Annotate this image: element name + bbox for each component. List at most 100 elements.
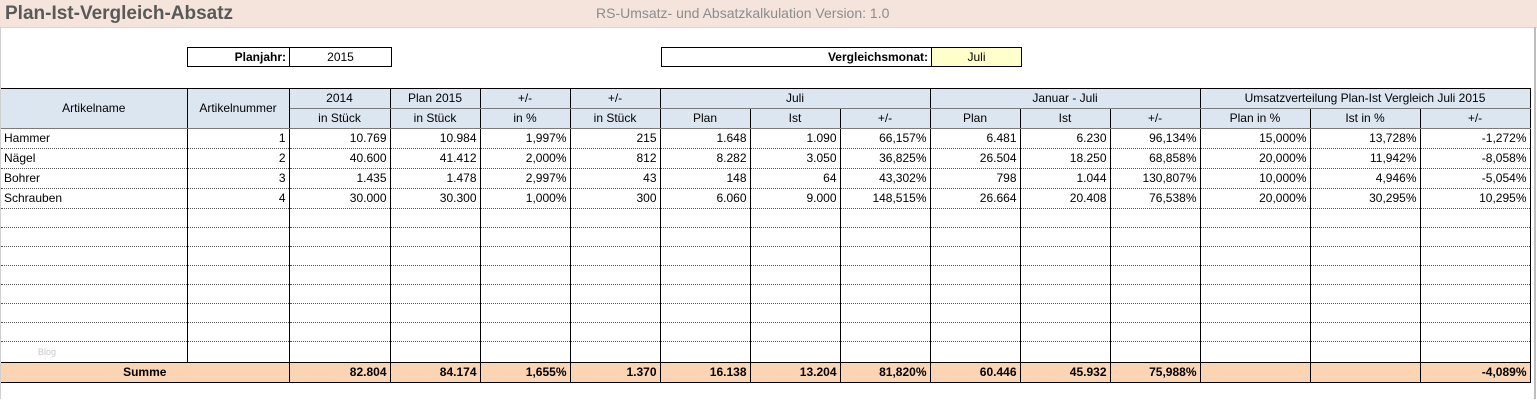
cell-artikelname[interactable]: Schrauben: [1, 188, 188, 209]
empty-cell[interactable]: [1110, 284, 1201, 304]
empty-cell[interactable]: [1200, 322, 1311, 342]
empty-cell[interactable]: [660, 284, 751, 304]
cell-artikelname[interactable]: Bohrer: [1, 168, 188, 189]
empty-cell[interactable]: [1420, 265, 1531, 285]
empty-cell[interactable]: [1110, 246, 1201, 266]
cell-col-jj-diff[interactable]: 76,538%: [1110, 188, 1201, 209]
empty-cell[interactable]: [840, 227, 931, 247]
cell-col-jj-ist[interactable]: 20.408: [1020, 188, 1111, 209]
empty-cell[interactable]: [1420, 341, 1531, 363]
cell-col-juli-plan[interactable]: 6.060: [660, 188, 751, 209]
empty-cell[interactable]: [480, 341, 571, 363]
sum-cell-col-jj-diff[interactable]: 75,988%: [1110, 362, 1201, 383]
empty-cell[interactable]: [1200, 227, 1311, 247]
cell-col-diff-stueck[interactable]: 215: [570, 128, 661, 149]
empty-cell[interactable]: [660, 208, 751, 228]
empty-cell[interactable]: [1, 284, 188, 304]
empty-cell[interactable]: [1, 208, 188, 228]
empty-cell[interactable]: [570, 246, 661, 266]
empty-cell[interactable]: [750, 284, 841, 304]
cell-col-umsatz-plan[interactable]: 20,000%: [1200, 188, 1311, 209]
sum-cell-col-2014[interactable]: 82.804: [289, 362, 391, 383]
empty-cell[interactable]: [660, 246, 751, 266]
cell-col-juli-diff[interactable]: 36,825%: [840, 148, 931, 169]
empty-cell[interactable]: [480, 208, 571, 228]
cell-col-juli-ist[interactable]: 64: [750, 168, 841, 189]
empty-cell[interactable]: [1310, 284, 1421, 304]
cell-col-juli-ist[interactable]: 1.090: [750, 128, 841, 149]
cell-col-2014[interactable]: 10.769: [289, 128, 391, 149]
planjahr-value-cell[interactable]: 2015: [327, 50, 354, 64]
cell-col-juli-plan[interactable]: 148: [660, 168, 751, 189]
cell-col-plan-2015[interactable]: 41.412: [390, 148, 481, 169]
empty-cell[interactable]: [1310, 341, 1421, 363]
cell-col-diff-percent[interactable]: 2,000%: [480, 148, 571, 169]
cell-col-jj-ist[interactable]: 6.230: [1020, 128, 1111, 149]
empty-cell[interactable]: [1420, 208, 1531, 228]
empty-cell[interactable]: [289, 265, 391, 285]
empty-cell[interactable]: [289, 246, 391, 266]
cell-col-umsatz-diff[interactable]: -8,058%: [1420, 148, 1531, 169]
empty-cell[interactable]: [187, 341, 290, 363]
empty-cell[interactable]: [660, 303, 751, 323]
empty-cell[interactable]: [1020, 265, 1111, 285]
cell-col-jj-ist[interactable]: 1.044: [1020, 168, 1111, 189]
empty-cell[interactable]: [750, 246, 841, 266]
empty-cell[interactable]: [930, 322, 1021, 342]
empty-cell[interactable]: [187, 208, 290, 228]
cell-col-diff-percent[interactable]: 2,997%: [480, 168, 571, 189]
cell-col-jj-plan[interactable]: 798: [930, 168, 1021, 189]
empty-cell[interactable]: [930, 265, 1021, 285]
empty-cell[interactable]: [390, 303, 481, 323]
empty-cell[interactable]: [289, 341, 391, 363]
empty-cell[interactable]: [1, 303, 188, 323]
empty-cell[interactable]: [1, 322, 188, 342]
empty-cell[interactable]: [660, 265, 751, 285]
empty-cell[interactable]: [930, 208, 1021, 228]
empty-cell[interactable]: [660, 322, 751, 342]
cell-col-plan-2015[interactable]: 10.984: [390, 128, 481, 149]
cell-col-umsatz-ist[interactable]: 13,728%: [1310, 128, 1421, 149]
empty-cell[interactable]: [1110, 341, 1201, 363]
empty-cell[interactable]: [1310, 303, 1421, 323]
empty-cell[interactable]: [840, 246, 931, 266]
cell-col-juli-ist[interactable]: 9.000: [750, 188, 841, 209]
cell-col-jj-ist[interactable]: 18.250: [1020, 148, 1111, 169]
empty-cell[interactable]: [480, 322, 571, 342]
empty-cell[interactable]: [480, 227, 571, 247]
cell-col-umsatz-ist[interactable]: 11,942%: [1310, 148, 1421, 169]
empty-cell[interactable]: [480, 284, 571, 304]
empty-cell[interactable]: [750, 265, 841, 285]
empty-cell[interactable]: [1310, 265, 1421, 285]
sum-cell-col-juli-diff[interactable]: 81,820%: [840, 362, 931, 383]
empty-cell[interactable]: [1020, 227, 1111, 247]
cell-col-juli-diff[interactable]: 66,157%: [840, 128, 931, 149]
cell-col-jj-diff[interactable]: 96,134%: [1110, 128, 1201, 149]
empty-cell[interactable]: [750, 303, 841, 323]
sum-cell-col-jj-ist[interactable]: 45.932: [1020, 362, 1111, 383]
empty-cell[interactable]: [930, 303, 1021, 323]
cell-col-juli-ist[interactable]: 3.050: [750, 148, 841, 169]
cell-col-diff-percent[interactable]: 1,000%: [480, 188, 571, 209]
empty-cell[interactable]: [1200, 246, 1311, 266]
cell-col-umsatz-plan[interactable]: 20,000%: [1200, 148, 1311, 169]
sum-cell-col-juli-ist[interactable]: 13.204: [750, 362, 841, 383]
empty-cell[interactable]: [1420, 303, 1531, 323]
empty-cell[interactable]: [1200, 341, 1311, 363]
cell-col-umsatz-diff[interactable]: 10,295%: [1420, 188, 1531, 209]
empty-cell[interactable]: [570, 303, 661, 323]
vergleichsmonat-value-cell[interactable]: Juli: [932, 48, 1021, 66]
cell-artikelname[interactable]: Nägel: [1, 148, 188, 169]
empty-cell[interactable]: [660, 341, 751, 363]
empty-cell[interactable]: [1310, 246, 1421, 266]
empty-cell[interactable]: [1200, 208, 1311, 228]
cell-col-umsatz-plan[interactable]: 10,000%: [1200, 168, 1311, 189]
empty-cell[interactable]: [1110, 265, 1201, 285]
empty-cell[interactable]: [750, 322, 841, 342]
cell-col-umsatz-diff[interactable]: -5,054%: [1420, 168, 1531, 189]
empty-cell[interactable]: [187, 284, 290, 304]
sum-cell-col-diff-percent[interactable]: 1,655%: [480, 362, 571, 383]
empty-cell[interactable]: Blog: [1, 341, 188, 363]
cell-col-jj-diff[interactable]: 130,807%: [1110, 168, 1201, 189]
empty-cell[interactable]: [1420, 246, 1531, 266]
